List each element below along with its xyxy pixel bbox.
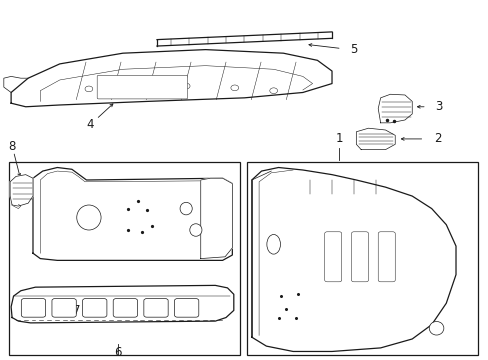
- Bar: [246, 162, 477, 355]
- Polygon shape: [201, 178, 232, 258]
- Text: 6: 6: [114, 346, 122, 359]
- FancyBboxPatch shape: [351, 232, 368, 282]
- Ellipse shape: [180, 202, 192, 215]
- Polygon shape: [11, 50, 331, 107]
- Polygon shape: [10, 175, 33, 206]
- FancyBboxPatch shape: [324, 232, 341, 282]
- Polygon shape: [157, 32, 331, 46]
- FancyBboxPatch shape: [21, 298, 45, 317]
- Bar: [9, 162, 239, 355]
- FancyBboxPatch shape: [377, 232, 394, 282]
- FancyBboxPatch shape: [52, 298, 76, 317]
- Text: 8: 8: [8, 140, 16, 153]
- Circle shape: [182, 83, 190, 89]
- FancyBboxPatch shape: [113, 298, 137, 317]
- Ellipse shape: [428, 321, 443, 335]
- Circle shape: [133, 84, 141, 90]
- Text: 3: 3: [434, 100, 442, 113]
- Text: 2: 2: [433, 132, 441, 145]
- Ellipse shape: [266, 234, 280, 254]
- Polygon shape: [377, 94, 411, 123]
- Ellipse shape: [189, 224, 202, 236]
- Text: 4: 4: [86, 118, 93, 131]
- Polygon shape: [33, 167, 232, 260]
- Polygon shape: [251, 167, 455, 351]
- Text: 5: 5: [350, 43, 357, 56]
- Circle shape: [85, 86, 93, 92]
- FancyBboxPatch shape: [82, 298, 107, 317]
- Text: 7: 7: [73, 304, 81, 317]
- Circle shape: [230, 85, 238, 91]
- Circle shape: [269, 88, 277, 94]
- FancyBboxPatch shape: [97, 75, 187, 99]
- Text: 1: 1: [335, 132, 343, 145]
- FancyBboxPatch shape: [174, 298, 199, 317]
- Ellipse shape: [77, 205, 101, 230]
- Polygon shape: [356, 128, 394, 150]
- Polygon shape: [11, 285, 233, 323]
- FancyBboxPatch shape: [143, 298, 168, 317]
